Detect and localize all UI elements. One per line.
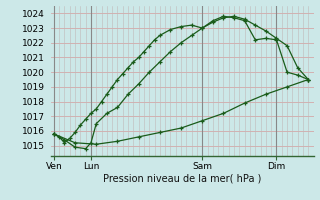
X-axis label: Pression niveau de la mer( hPa ): Pression niveau de la mer( hPa ) bbox=[103, 173, 261, 183]
